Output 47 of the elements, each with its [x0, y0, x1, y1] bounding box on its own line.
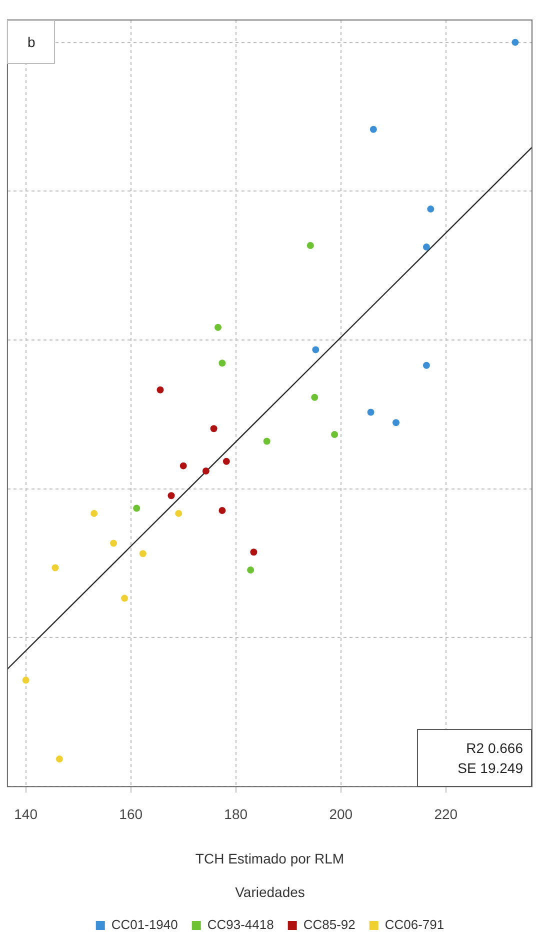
- point: [218, 506, 226, 514]
- point: [218, 360, 226, 367]
- point: [90, 510, 98, 517]
- point: [139, 550, 146, 558]
- point: [133, 504, 140, 512]
- point: [250, 548, 258, 556]
- point: [210, 425, 218, 432]
- point: [52, 564, 59, 572]
- x-tick-label: 140: [14, 806, 38, 822]
- point: [370, 126, 377, 133]
- x-tick-label: 220: [434, 806, 458, 822]
- point: [263, 438, 270, 445]
- legend-label: CC01-1940: [111, 917, 178, 932]
- point: [312, 346, 320, 354]
- note-box: b: [7, 20, 56, 64]
- point: [331, 431, 338, 438]
- point: [367, 408, 374, 416]
- point: [422, 362, 430, 369]
- legend-label: CC93-4418: [207, 917, 274, 932]
- legend-title: Variedades: [235, 884, 305, 900]
- point: [247, 566, 254, 574]
- point: [214, 324, 222, 331]
- point: [392, 419, 400, 426]
- point: [156, 386, 164, 394]
- annotation: SE 19.249: [458, 758, 523, 778]
- point: [306, 242, 314, 250]
- point: [222, 458, 230, 465]
- annotation: R2 0.666: [465, 738, 523, 758]
- point: [311, 394, 318, 401]
- point: [175, 510, 182, 517]
- point: [110, 540, 118, 547]
- point: [22, 676, 30, 684]
- point: [512, 38, 519, 46]
- x-tick-label: 180: [224, 806, 248, 822]
- x-tick-label: 160: [119, 806, 143, 822]
- point: [56, 756, 63, 763]
- point: [422, 244, 430, 251]
- point: [168, 492, 175, 500]
- legend-label: CC85-92: [303, 917, 356, 932]
- point: [121, 594, 128, 602]
- x-axis-title: TCH Estimado por RLM: [195, 850, 344, 867]
- point: [202, 468, 210, 475]
- point: [427, 206, 434, 213]
- point: [180, 462, 187, 470]
- x-tick-label: 200: [329, 806, 353, 822]
- legend-label: CC06-791: [384, 917, 444, 932]
- note-box: R2 0.666 SE 19.249: [416, 728, 532, 787]
